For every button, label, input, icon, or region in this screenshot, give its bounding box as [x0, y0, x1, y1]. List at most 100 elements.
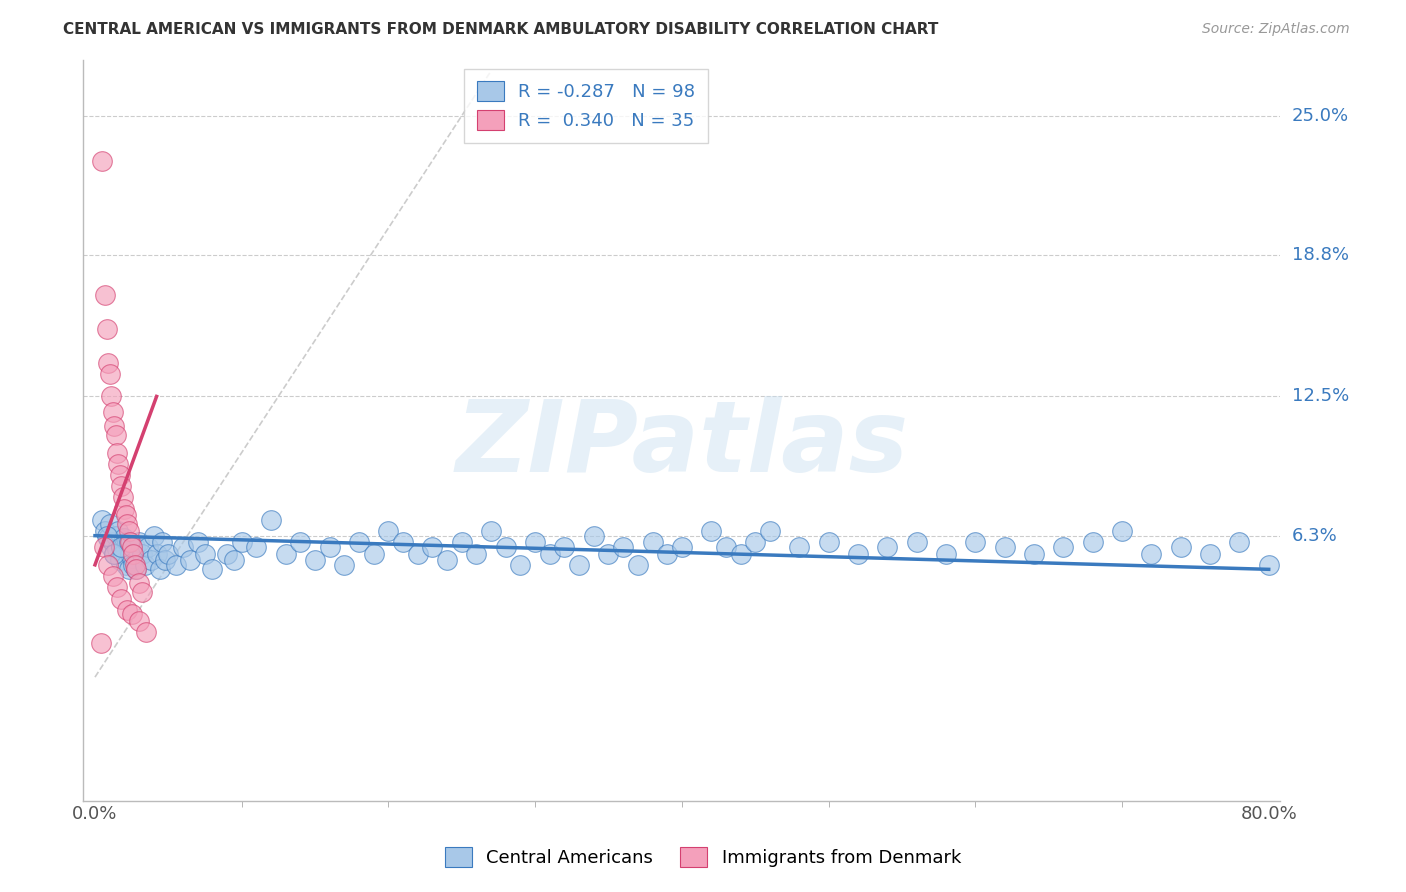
Point [124, 540, 146, 554]
Point [111, 491, 134, 505]
Point [700, 524, 723, 538]
Point [347, 535, 370, 549]
Point [377, 524, 399, 538]
Point [128, 575, 150, 590]
Point [1257, 558, 1279, 572]
Text: 25.0%: 25.0% [1292, 107, 1348, 125]
Point [436, 553, 458, 567]
Point [465, 547, 488, 561]
Point [91, 513, 114, 527]
Point [935, 547, 957, 561]
Point [101, 405, 124, 419]
Point [103, 547, 125, 561]
Point [876, 540, 898, 554]
Point [114, 508, 136, 523]
Point [128, 535, 150, 549]
Point [124, 558, 146, 572]
Point [1052, 540, 1074, 554]
Point [128, 614, 150, 628]
Point [148, 562, 170, 576]
Point [290, 535, 312, 549]
Point [121, 607, 143, 622]
Point [568, 558, 591, 572]
Point [905, 535, 928, 549]
Point [965, 535, 987, 549]
Point [165, 558, 187, 572]
Point [215, 547, 238, 561]
Point [105, 445, 128, 459]
Point [179, 553, 201, 567]
Text: 12.5%: 12.5% [1292, 387, 1348, 406]
Point [598, 547, 620, 561]
Point [612, 540, 634, 554]
Point [319, 540, 342, 554]
Point [422, 540, 444, 554]
Point [117, 517, 139, 532]
Point [194, 547, 217, 561]
Point [1140, 547, 1163, 561]
Point [787, 540, 810, 554]
Point [224, 553, 246, 567]
Point [122, 547, 145, 561]
Point [122, 558, 145, 572]
Point [97, 531, 120, 545]
Point [1227, 535, 1250, 549]
Text: Source: ZipAtlas.com: Source: ZipAtlas.com [1202, 22, 1350, 37]
Point [145, 547, 167, 561]
Point [98, 517, 121, 532]
Point [1170, 540, 1192, 554]
Point [104, 427, 127, 442]
Point [118, 562, 141, 576]
Point [112, 501, 135, 516]
Point [98, 367, 121, 381]
Point [135, 625, 157, 640]
Point [100, 389, 122, 403]
Point [103, 418, 125, 433]
Point [994, 540, 1017, 554]
Point [105, 580, 128, 594]
Point [107, 457, 129, 471]
Point [110, 540, 132, 554]
Point [671, 540, 693, 554]
Point [117, 535, 139, 549]
Text: CENTRAL AMERICAN VS IMMIGRANTS FROM DENMARK AMBULATORY DISABILITY CORRELATION CH: CENTRAL AMERICAN VS IMMIGRANTS FROM DENM… [63, 22, 939, 37]
Point [110, 591, 132, 606]
Point [1199, 547, 1222, 561]
Point [121, 551, 143, 566]
Point [120, 547, 142, 561]
Point [118, 535, 141, 549]
Point [139, 553, 162, 567]
Point [744, 535, 766, 549]
Point [172, 540, 194, 554]
Point [136, 540, 159, 554]
Point [96, 322, 118, 336]
Point [304, 553, 326, 567]
Point [111, 547, 134, 561]
Point [152, 535, 174, 549]
Point [142, 529, 165, 543]
Point [582, 529, 605, 543]
Point [406, 547, 429, 561]
Point [450, 535, 472, 549]
Point [274, 547, 297, 561]
Point [108, 468, 131, 483]
Point [759, 524, 782, 538]
Text: 18.8%: 18.8% [1292, 246, 1348, 264]
Point [231, 535, 253, 549]
Point [117, 603, 139, 617]
Point [657, 547, 679, 561]
Legend: Central Americans, Immigrants from Denmark: Central Americans, Immigrants from Denma… [437, 839, 969, 874]
Point [105, 542, 128, 557]
Point [131, 584, 153, 599]
Point [103, 547, 125, 561]
Point [730, 547, 752, 561]
Point [187, 535, 209, 549]
Point [91, 153, 114, 168]
Point [110, 540, 132, 554]
Point [479, 524, 502, 538]
Point [817, 535, 839, 549]
Text: 6.3%: 6.3% [1292, 526, 1337, 545]
Point [125, 562, 148, 576]
Point [131, 547, 153, 561]
Point [260, 513, 283, 527]
